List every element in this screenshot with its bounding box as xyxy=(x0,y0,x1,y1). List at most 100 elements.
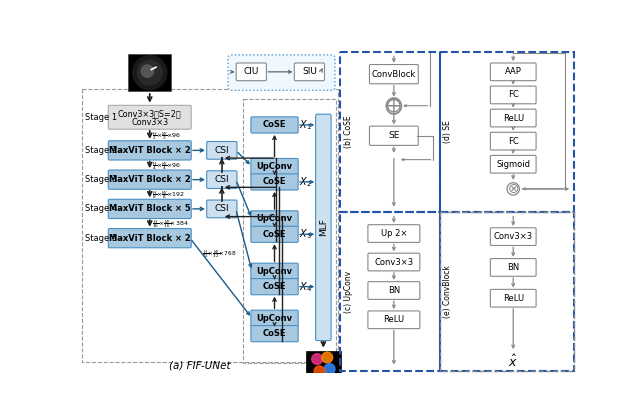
FancyBboxPatch shape xyxy=(236,63,266,81)
FancyBboxPatch shape xyxy=(251,226,298,243)
Circle shape xyxy=(138,60,162,85)
FancyBboxPatch shape xyxy=(490,259,536,276)
Text: $X_4$: $X_4$ xyxy=(300,280,312,294)
Text: Stage 1: Stage 1 xyxy=(84,113,116,122)
Bar xyxy=(440,212,575,371)
FancyBboxPatch shape xyxy=(251,263,298,279)
Text: MaxViT Block × 2: MaxViT Block × 2 xyxy=(109,146,191,155)
FancyBboxPatch shape xyxy=(294,63,324,81)
Text: CoSE: CoSE xyxy=(263,329,286,338)
Text: CoSE: CoSE xyxy=(263,282,286,291)
Text: (e) ConvBlock: (e) ConvBlock xyxy=(443,265,452,318)
FancyBboxPatch shape xyxy=(228,55,335,91)
Bar xyxy=(440,212,575,371)
Text: FC: FC xyxy=(508,91,518,99)
FancyBboxPatch shape xyxy=(369,65,419,84)
Text: $X_2$: $X_2$ xyxy=(300,175,312,189)
FancyBboxPatch shape xyxy=(368,225,420,243)
Bar xyxy=(128,54,172,91)
FancyBboxPatch shape xyxy=(251,326,298,342)
Text: FC: FC xyxy=(508,137,518,146)
Text: Stage 5: Stage 5 xyxy=(84,234,116,243)
Text: UpConv: UpConv xyxy=(257,314,292,323)
Text: MaxViT Block × 2: MaxViT Block × 2 xyxy=(109,175,191,184)
FancyBboxPatch shape xyxy=(368,253,420,271)
FancyBboxPatch shape xyxy=(251,279,298,295)
Text: SE: SE xyxy=(388,131,399,140)
Circle shape xyxy=(507,183,520,195)
Text: UpConv: UpConv xyxy=(257,162,292,171)
Text: Conv3×3: Conv3×3 xyxy=(374,258,413,266)
Text: $\frac{H}{2}$$\times$$\frac{W}{2}$$\times$96: $\frac{H}{2}$$\times$$\frac{W}{2}$$\time… xyxy=(152,130,181,142)
Text: CSI: CSI xyxy=(214,175,229,184)
Circle shape xyxy=(324,364,335,375)
Circle shape xyxy=(132,56,167,90)
Text: $X_3$: $X_3$ xyxy=(300,228,312,241)
FancyBboxPatch shape xyxy=(108,228,191,248)
Text: Sigmoid: Sigmoid xyxy=(496,160,530,169)
FancyBboxPatch shape xyxy=(207,200,237,218)
Text: ReLU: ReLU xyxy=(502,114,524,122)
FancyBboxPatch shape xyxy=(251,174,298,190)
Text: CSI: CSI xyxy=(214,146,229,155)
FancyBboxPatch shape xyxy=(490,290,536,307)
FancyBboxPatch shape xyxy=(108,170,191,189)
Text: $\bigoplus$: $\bigoplus$ xyxy=(384,95,403,116)
Bar xyxy=(305,351,341,380)
FancyBboxPatch shape xyxy=(316,114,331,341)
FancyBboxPatch shape xyxy=(207,171,237,189)
Text: Conv3×3（S=2）: Conv3×3（S=2） xyxy=(118,109,182,119)
Bar xyxy=(243,99,336,363)
Text: Conv3×3: Conv3×3 xyxy=(493,232,532,241)
Circle shape xyxy=(312,354,323,365)
FancyBboxPatch shape xyxy=(108,141,191,160)
FancyBboxPatch shape xyxy=(207,142,237,159)
Text: UpConv: UpConv xyxy=(257,267,292,276)
Text: $\hat{x}$: $\hat{x}$ xyxy=(508,354,518,370)
FancyBboxPatch shape xyxy=(490,86,536,104)
FancyBboxPatch shape xyxy=(369,126,419,145)
FancyBboxPatch shape xyxy=(490,109,536,127)
Bar xyxy=(440,52,575,212)
Text: $\frac{H}{32}$$\times$$\frac{W}{32}$$\times$768: $\frac{H}{32}$$\times$$\frac{W}{32}$$\ti… xyxy=(202,248,237,260)
Text: SIU: SIU xyxy=(302,67,317,76)
Text: $\frac{H}{8}$$\times$$\frac{W}{8}$$\times$192: $\frac{H}{8}$$\times$$\frac{W}{8}$$\time… xyxy=(152,189,185,201)
FancyBboxPatch shape xyxy=(251,310,298,326)
Circle shape xyxy=(322,352,333,363)
Circle shape xyxy=(141,65,154,77)
FancyBboxPatch shape xyxy=(368,282,420,299)
FancyBboxPatch shape xyxy=(490,63,536,81)
Text: CoSE: CoSE xyxy=(263,121,286,129)
Text: $\frac{H}{4}$$\times$$\frac{W}{4}$$\times$96: $\frac{H}{4}$$\times$$\frac{W}{4}$$\time… xyxy=(152,160,181,172)
Text: (a) FIF-UNet: (a) FIF-UNet xyxy=(170,361,231,371)
FancyBboxPatch shape xyxy=(490,228,536,246)
Text: CIU: CIU xyxy=(244,67,259,76)
Text: (c) UpConv: (c) UpConv xyxy=(344,271,353,313)
FancyBboxPatch shape xyxy=(490,155,536,173)
Bar xyxy=(340,52,440,212)
Text: ConvBlock: ConvBlock xyxy=(372,70,416,79)
Text: ReLU: ReLU xyxy=(502,294,524,303)
Bar xyxy=(340,212,440,371)
Text: $\otimes$: $\otimes$ xyxy=(507,182,520,196)
Bar xyxy=(83,89,338,362)
Text: UpConv: UpConv xyxy=(257,215,292,223)
Text: Up 2×: Up 2× xyxy=(381,229,407,238)
FancyBboxPatch shape xyxy=(108,105,191,129)
Text: BN: BN xyxy=(507,263,519,272)
FancyBboxPatch shape xyxy=(368,311,420,328)
Text: (b) CoSE: (b) CoSE xyxy=(344,116,353,148)
Text: BN: BN xyxy=(388,286,400,295)
Text: MaxViT Block × 5: MaxViT Block × 5 xyxy=(109,204,191,213)
Text: CoSE: CoSE xyxy=(263,230,286,239)
Text: Stage 4: Stage 4 xyxy=(84,204,116,213)
Text: $\frac{H}{16}$$\times$$\frac{W}{16}$$\times$384: $\frac{H}{16}$$\times$$\frac{W}{16}$$\ti… xyxy=(152,218,189,230)
Text: MLF: MLF xyxy=(319,218,328,236)
Text: MaxViT Block × 2: MaxViT Block × 2 xyxy=(109,234,191,243)
FancyBboxPatch shape xyxy=(251,158,298,175)
FancyBboxPatch shape xyxy=(251,117,298,133)
Text: Conv3×3: Conv3×3 xyxy=(131,117,168,127)
Text: Stage 2: Stage 2 xyxy=(84,146,116,155)
Text: Stage 3: Stage 3 xyxy=(84,175,117,184)
FancyBboxPatch shape xyxy=(108,199,191,219)
